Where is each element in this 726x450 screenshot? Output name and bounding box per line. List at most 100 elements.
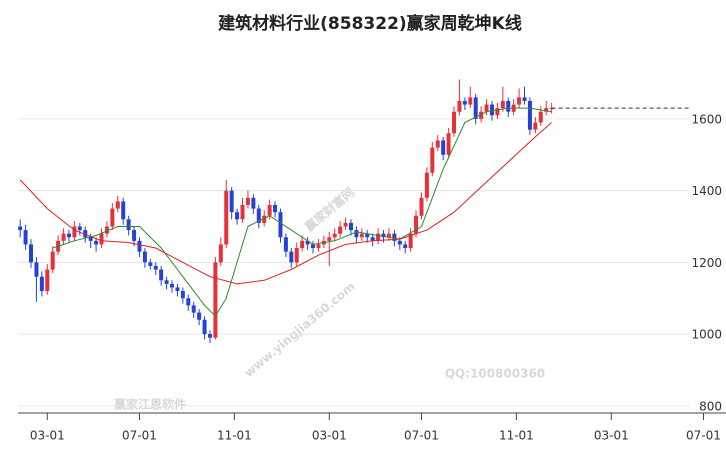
candle-body bbox=[343, 222, 348, 227]
x-tick-label: 03-01 bbox=[30, 429, 65, 443]
candle-body bbox=[489, 104, 494, 116]
candle-body bbox=[121, 201, 126, 220]
watermark: QQ:100800360 bbox=[445, 367, 545, 381]
candle-body bbox=[77, 226, 82, 231]
candle-body bbox=[229, 190, 234, 213]
candle-body bbox=[338, 226, 343, 234]
candle-body bbox=[240, 204, 245, 220]
candle-body bbox=[446, 133, 451, 155]
candle-body bbox=[235, 212, 240, 220]
candle-body bbox=[408, 233, 413, 249]
moving-average-line bbox=[19, 122, 552, 285]
watermark: 赢家江恩软件 bbox=[114, 397, 186, 412]
candle-body bbox=[300, 240, 305, 249]
candle-body bbox=[294, 248, 299, 263]
watermark: www.yingjia360.com bbox=[242, 279, 358, 380]
watermark: 赢家财富网 bbox=[302, 184, 358, 234]
y-tick-label: 1600 bbox=[691, 112, 722, 126]
candle-body bbox=[132, 230, 137, 241]
candle-body bbox=[137, 240, 142, 252]
candle-body bbox=[115, 201, 120, 209]
candle-body bbox=[197, 312, 202, 320]
candle-body bbox=[289, 251, 294, 263]
x-tick-label: 03-01 bbox=[594, 429, 629, 443]
candle-body bbox=[251, 197, 256, 209]
candle-body bbox=[256, 208, 261, 223]
candle-body bbox=[104, 226, 109, 234]
candle-body bbox=[213, 262, 218, 338]
candle-body bbox=[88, 237, 93, 241]
candle-body bbox=[94, 240, 99, 245]
x-tick-label: 03-01 bbox=[312, 429, 347, 443]
candle-body bbox=[348, 222, 353, 231]
candle-body bbox=[332, 233, 337, 238]
candle-body bbox=[191, 305, 196, 313]
candle-body bbox=[397, 240, 402, 245]
candle-body bbox=[218, 244, 223, 263]
y-tick-label: 1200 bbox=[691, 256, 722, 270]
candle-body bbox=[381, 233, 386, 238]
y-tick-label: 1000 bbox=[691, 328, 722, 342]
candle-body bbox=[142, 251, 147, 263]
candle-body bbox=[500, 100, 505, 109]
candle-body bbox=[544, 108, 549, 112]
candle-body bbox=[305, 240, 310, 245]
candle-body bbox=[278, 212, 283, 238]
candle-body bbox=[522, 97, 527, 101]
candle-body bbox=[273, 204, 278, 213]
candle-body bbox=[29, 244, 34, 263]
candle-body bbox=[414, 215, 419, 234]
candle-body bbox=[311, 244, 316, 249]
candle-body bbox=[83, 230, 88, 238]
candle-body bbox=[462, 100, 467, 105]
candle-body bbox=[484, 104, 489, 112]
candle-body bbox=[18, 226, 23, 231]
candle-body bbox=[23, 230, 28, 245]
candle-body bbox=[153, 265, 158, 270]
candle-body bbox=[50, 251, 55, 270]
candle-body bbox=[267, 204, 272, 216]
candle-body bbox=[424, 172, 429, 198]
candle-body bbox=[479, 111, 484, 119]
candle-body bbox=[72, 226, 77, 238]
candle-body bbox=[419, 197, 424, 216]
y-tick-label: 1400 bbox=[691, 184, 722, 198]
candle-body bbox=[473, 97, 478, 119]
candle-body bbox=[61, 233, 66, 241]
candle-body bbox=[370, 237, 375, 241]
candle-body bbox=[430, 147, 435, 173]
candle-body bbox=[110, 208, 115, 227]
chart-title: 建筑材料行业(858322)赢家周乾坤K线 bbox=[218, 13, 522, 34]
x-tick-label: 07-01 bbox=[404, 429, 439, 443]
candle-body bbox=[517, 97, 522, 105]
candle-body bbox=[376, 233, 381, 241]
candle-body bbox=[365, 233, 370, 238]
candle-body bbox=[538, 111, 543, 123]
candle-body bbox=[170, 283, 175, 288]
candle-body bbox=[148, 262, 153, 266]
x-tick-label: 11-01 bbox=[499, 429, 534, 443]
candle-body bbox=[435, 140, 440, 148]
candle-body bbox=[45, 269, 50, 292]
candle-body bbox=[403, 244, 408, 249]
candle-body bbox=[202, 319, 207, 335]
x-tick-label: 11-01 bbox=[217, 429, 252, 443]
candle-body bbox=[39, 276, 44, 292]
candle-body bbox=[354, 230, 359, 238]
moving-average-line bbox=[52, 107, 552, 318]
candle-body bbox=[392, 233, 397, 241]
candle-body bbox=[186, 298, 191, 306]
candle-body bbox=[468, 97, 473, 105]
y-tick-label: 800 bbox=[699, 399, 722, 413]
candle-body bbox=[506, 100, 511, 112]
candle-body bbox=[126, 219, 131, 231]
candle-body bbox=[359, 233, 364, 238]
candle-body bbox=[262, 215, 267, 223]
candle-body bbox=[224, 190, 229, 245]
candle-body bbox=[441, 140, 446, 155]
candle-body bbox=[207, 334, 212, 338]
candle-body bbox=[457, 100, 462, 112]
candle-body bbox=[495, 108, 500, 116]
candle-body bbox=[327, 237, 332, 241]
